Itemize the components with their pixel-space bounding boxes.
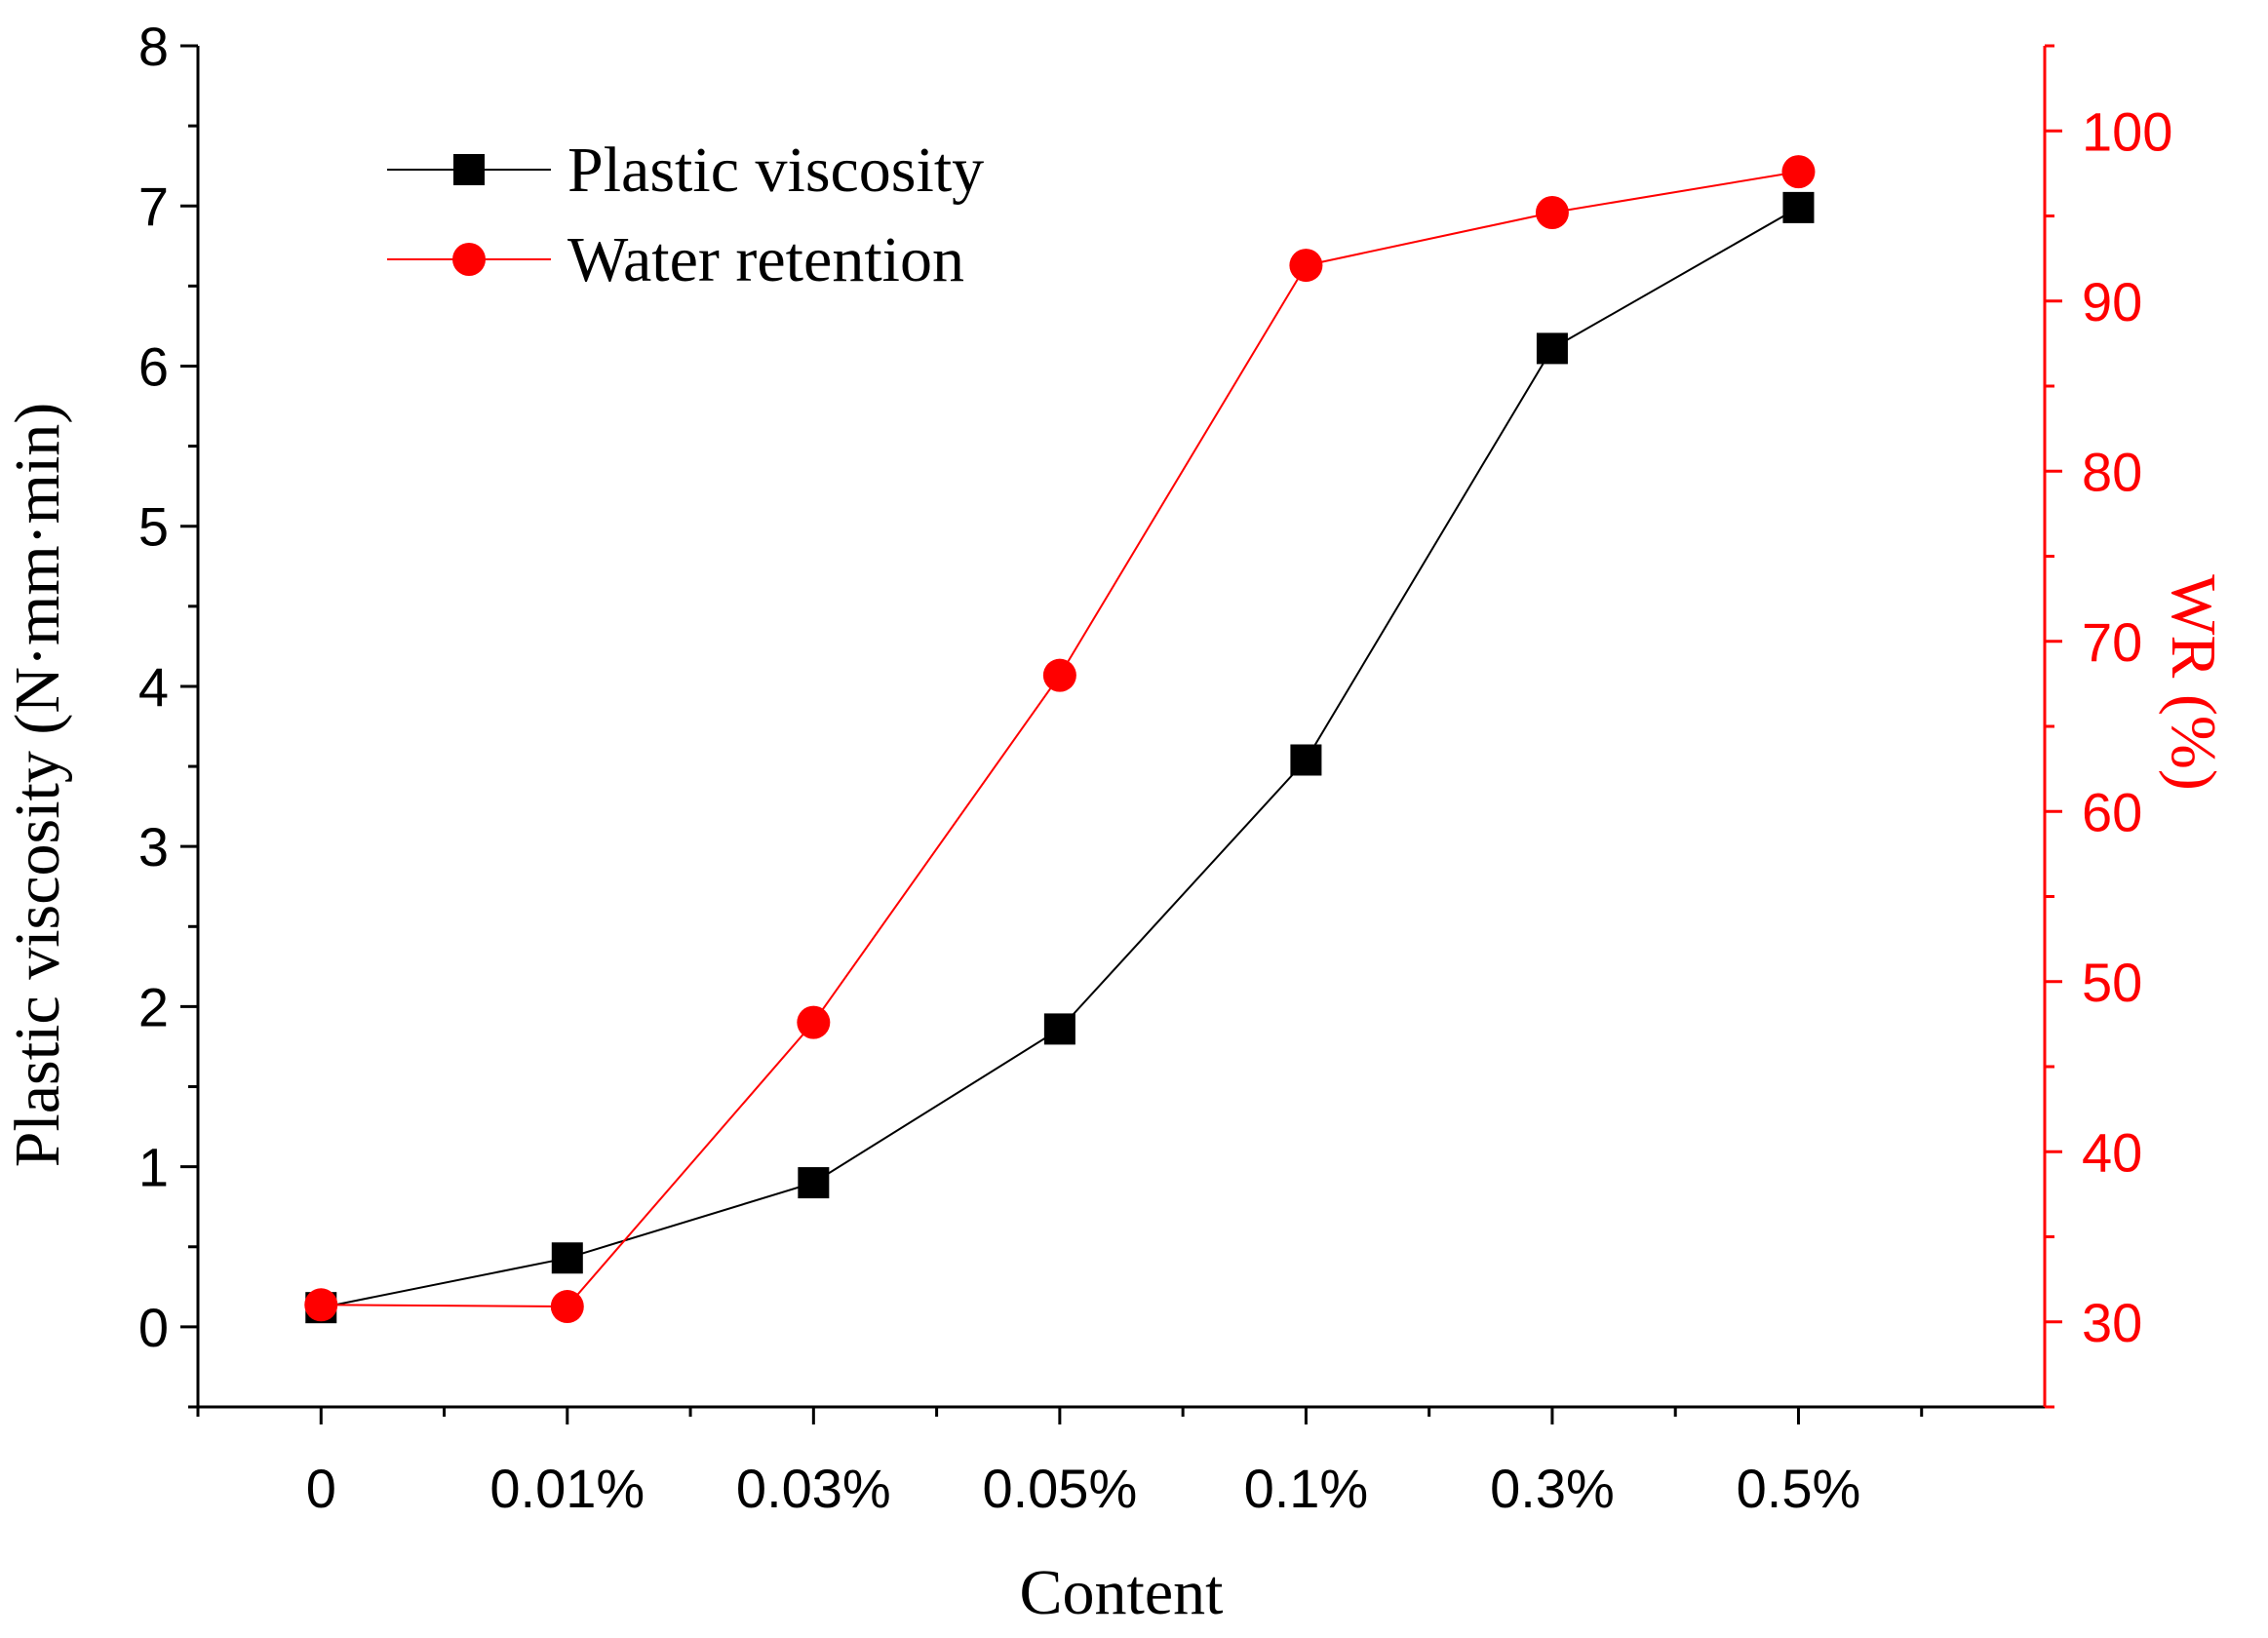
legend: Plastic viscosity Water retention [387, 135, 984, 295]
left-tick-label: 7 [138, 176, 169, 237]
right-tick-label: 100 [2082, 100, 2172, 162]
data-point-circle [1781, 155, 1816, 189]
series-plastic-viscosity [305, 191, 1815, 1324]
data-point-circle [797, 1005, 831, 1039]
legend-label-water-retention: Water retention [567, 224, 964, 295]
left-tick-label: 8 [138, 16, 169, 77]
data-point-circle [1289, 249, 1323, 283]
data-point-circle [1535, 196, 1569, 230]
x-axis: 0 0.01% 0.03% 0.05% 0.1% 0.3% 0.5% [196, 1407, 1924, 1519]
right-tick-label: 70 [2082, 611, 2142, 673]
right-y-axis: 30 40 50 60 70 80 90 100 [2045, 44, 2172, 1409]
x-tick-label: 0.05% [982, 1458, 1137, 1519]
left-tick-label: 5 [138, 496, 169, 558]
x-tick-label: 0.5% [1737, 1458, 1861, 1519]
legend-label-plastic-viscosity: Plastic viscosity [567, 135, 984, 206]
data-point-square [1782, 191, 1815, 223]
series-line [321, 207, 1799, 1309]
x-tick-label: 0.3% [1490, 1458, 1615, 1519]
x-tick-label: 0 [306, 1458, 336, 1519]
series-line [321, 171, 1799, 1308]
right-tick-label: 50 [2082, 952, 2142, 1013]
left-tick-label: 1 [138, 1137, 169, 1198]
y-axis-title-right: WR (%) [2158, 574, 2229, 791]
left-tick-label: 0 [138, 1297, 169, 1358]
x-axis-title: Content [1020, 1557, 1224, 1628]
x-tick-label: 0.1% [1244, 1458, 1369, 1519]
right-tick-label: 60 [2082, 781, 2142, 842]
right-tick-label: 80 [2082, 441, 2142, 502]
x-tick-label: 0.01% [489, 1458, 645, 1519]
data-point-square [551, 1242, 583, 1274]
left-tick-label: 6 [138, 335, 169, 397]
legend-marker-plastic-viscosity [453, 154, 485, 185]
left-tick-label: 4 [138, 656, 169, 718]
data-point-square [1290, 744, 1322, 776]
data-point-square [1043, 1013, 1075, 1045]
y-axis-title-left: Plastic viscosity (N·mm·min) [2, 403, 73, 1168]
series-water-retention [304, 155, 1816, 1324]
data-point-circle [550, 1290, 584, 1324]
left-tick-label: 3 [138, 816, 169, 878]
series-layer [304, 155, 1816, 1324]
data-point-circle [304, 1288, 338, 1322]
data-point-square [1536, 332, 1568, 365]
legend-marker-water-retention [452, 243, 486, 276]
right-tick-label: 30 [2082, 1292, 2142, 1353]
right-tick-label: 90 [2082, 271, 2142, 332]
data-point-circle [1042, 658, 1076, 692]
left-y-axis: 0 1 2 3 4 5 6 7 8 [138, 16, 198, 1409]
data-point-square [798, 1167, 830, 1199]
left-tick-label: 2 [138, 976, 169, 1037]
right-tick-label: 40 [2082, 1121, 2142, 1183]
x-tick-label: 0.03% [736, 1458, 891, 1519]
